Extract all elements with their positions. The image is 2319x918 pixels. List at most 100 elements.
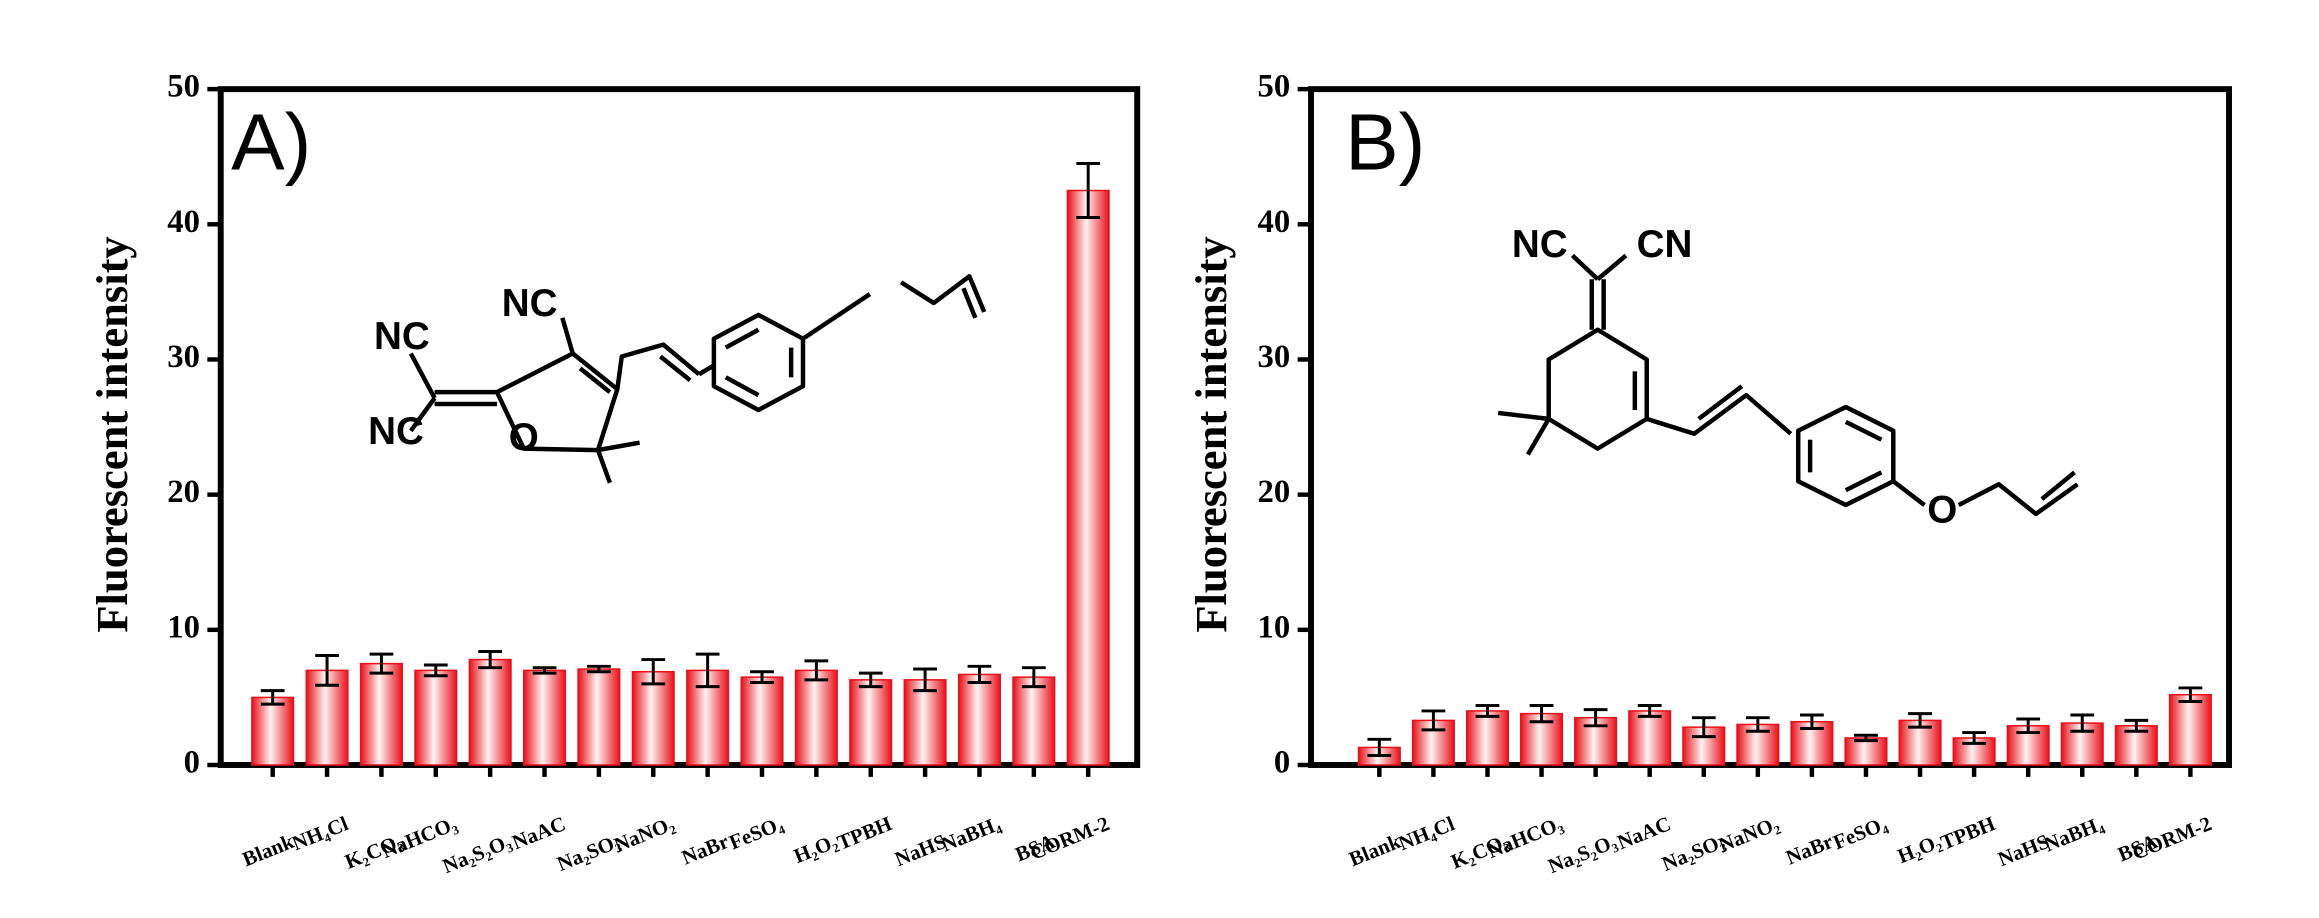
structure-label: O — [1927, 489, 1957, 532]
bar — [2168, 693, 2212, 766]
error-bar — [1637, 704, 1662, 718]
error-bar — [587, 664, 611, 674]
structure-label: NC — [368, 410, 424, 453]
allyl — [899, 274, 987, 313]
error-bar — [641, 658, 666, 686]
bond — [409, 396, 437, 433]
bar — [957, 673, 1002, 766]
bond — [697, 363, 716, 377]
x-tick-label: TPBH — [834, 812, 895, 855]
error-bar — [750, 670, 774, 685]
error-bar — [1367, 737, 1392, 758]
error-bar — [1076, 161, 1101, 220]
benzene — [1796, 404, 1896, 508]
y-tick-label: 40 — [1258, 204, 1291, 240]
error-bar — [1583, 708, 1608, 728]
bar — [468, 658, 512, 766]
error-bar — [1421, 709, 1446, 732]
bar — [740, 676, 784, 766]
error-bar — [532, 666, 557, 675]
bar — [794, 669, 838, 766]
bond — [961, 287, 978, 319]
bond — [595, 449, 612, 484]
structure-label: O — [509, 416, 539, 459]
error-bar — [260, 689, 285, 706]
structure-label: CN — [1637, 223, 1693, 266]
error-bar — [1475, 704, 1500, 718]
error-bar — [804, 659, 829, 682]
bond — [801, 292, 872, 341]
y-tick-label: 20 — [167, 474, 200, 510]
error-bar — [1021, 666, 1046, 689]
x-tick-label: TPBH — [1937, 812, 1998, 855]
x-tick-label: FeSO₄ — [1830, 812, 1891, 855]
bond — [1497, 410, 1549, 422]
bar — [251, 696, 295, 766]
error-bar — [695, 652, 720, 689]
bond — [1844, 470, 1883, 493]
plot-frame — [217, 86, 1141, 768]
bond — [1570, 253, 1600, 281]
bond — [578, 366, 612, 394]
bond — [1525, 417, 1551, 456]
error-bar — [2016, 717, 2041, 735]
bar — [903, 679, 947, 766]
bar — [414, 669, 458, 766]
panel-label: B) — [1345, 97, 1425, 187]
benzene — [711, 312, 806, 413]
x-tick-label: CORM-2 — [1027, 812, 1113, 864]
bar — [522, 669, 567, 766]
structure-label: NC — [374, 315, 430, 358]
x-tick-label: NaBH₄ — [938, 812, 1004, 857]
x-tick-label: H₂O₂ — [791, 830, 841, 868]
y-axis-label: Fluorescent intensity — [87, 236, 137, 632]
x-tick-label: NH₄Cl — [1395, 812, 1458, 855]
bar — [1066, 189, 1110, 766]
x-tick-label: CORM-2 — [2129, 812, 2215, 864]
furan-ring — [494, 351, 620, 453]
x-tick-label: NaNO₂ — [611, 812, 678, 857]
error-bar — [2124, 718, 2149, 733]
bond — [560, 317, 575, 355]
bar — [1012, 676, 1056, 766]
bar — [359, 662, 403, 766]
y-tick-label: 20 — [1258, 474, 1291, 510]
bond — [597, 440, 640, 453]
cyclohexene — [1546, 327, 1649, 451]
bond — [1596, 253, 1628, 281]
error-bar — [1529, 704, 1554, 724]
error-bar — [1962, 731, 1986, 745]
vinyl — [1646, 392, 1793, 436]
bond — [724, 327, 760, 350]
x-tick-label: NaAC — [509, 812, 569, 854]
bar — [577, 668, 621, 766]
y-axis-label: Fluorescent intensity — [1186, 236, 1236, 632]
y-tick-label: 40 — [167, 204, 200, 240]
bar — [1844, 737, 1888, 766]
x-tick-label: NaBH₄ — [2041, 812, 2107, 857]
error-bar — [913, 667, 937, 693]
error-bar — [315, 654, 339, 687]
allyl — [1957, 482, 2079, 517]
error-bar — [423, 663, 448, 678]
bar — [1628, 710, 1672, 766]
structure-label: NC — [502, 282, 558, 325]
vinyl — [615, 342, 701, 390]
x-tick-label: H₂O₂ — [1894, 830, 1944, 868]
error-bar — [2178, 686, 2203, 703]
error-bar — [1800, 713, 1824, 730]
error-bar — [1745, 716, 1770, 733]
bar — [631, 670, 675, 766]
error-bar — [2070, 713, 2095, 733]
y-tick-label: 30 — [1258, 339, 1291, 375]
error-bar — [967, 664, 992, 685]
bond — [659, 354, 692, 383]
plot-frame — [1308, 86, 2232, 768]
bond — [2040, 470, 2076, 501]
bond — [1844, 419, 1883, 442]
error-bar — [1908, 712, 1932, 729]
bond — [724, 375, 760, 398]
x-tick-label: NaBr — [1783, 830, 1837, 869]
x-tick-label: NaNO₂ — [1715, 812, 1782, 857]
